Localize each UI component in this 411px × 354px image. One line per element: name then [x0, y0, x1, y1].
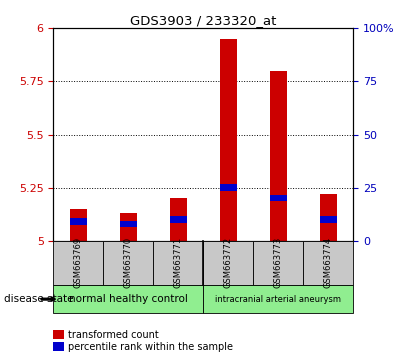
Text: GSM663772: GSM663772 — [224, 237, 233, 289]
Text: normal healthy control: normal healthy control — [69, 294, 188, 304]
Bar — [70, 209, 87, 241]
Bar — [320, 194, 337, 241]
Title: GDS3903 / 233320_at: GDS3903 / 233320_at — [130, 14, 277, 27]
Bar — [270, 195, 287, 201]
Bar — [70, 218, 87, 225]
Text: disease state: disease state — [4, 294, 74, 304]
Bar — [270, 71, 287, 241]
Text: GSM663770: GSM663770 — [124, 237, 133, 289]
Bar — [170, 198, 187, 241]
Text: GSM663774: GSM663774 — [324, 237, 333, 289]
Text: GSM663769: GSM663769 — [74, 237, 83, 289]
Bar — [170, 216, 187, 223]
Bar — [320, 216, 337, 223]
Text: GSM663773: GSM663773 — [274, 237, 283, 289]
Bar — [220, 184, 237, 191]
Bar — [120, 213, 137, 241]
Text: transformed count: transformed count — [68, 330, 159, 339]
Text: percentile rank within the sample: percentile rank within the sample — [68, 342, 233, 352]
Text: GSM663771: GSM663771 — [174, 237, 183, 289]
Bar — [120, 221, 137, 227]
Bar — [220, 39, 237, 241]
Text: intracranial arterial aneurysm: intracranial arterial aneurysm — [215, 295, 342, 304]
